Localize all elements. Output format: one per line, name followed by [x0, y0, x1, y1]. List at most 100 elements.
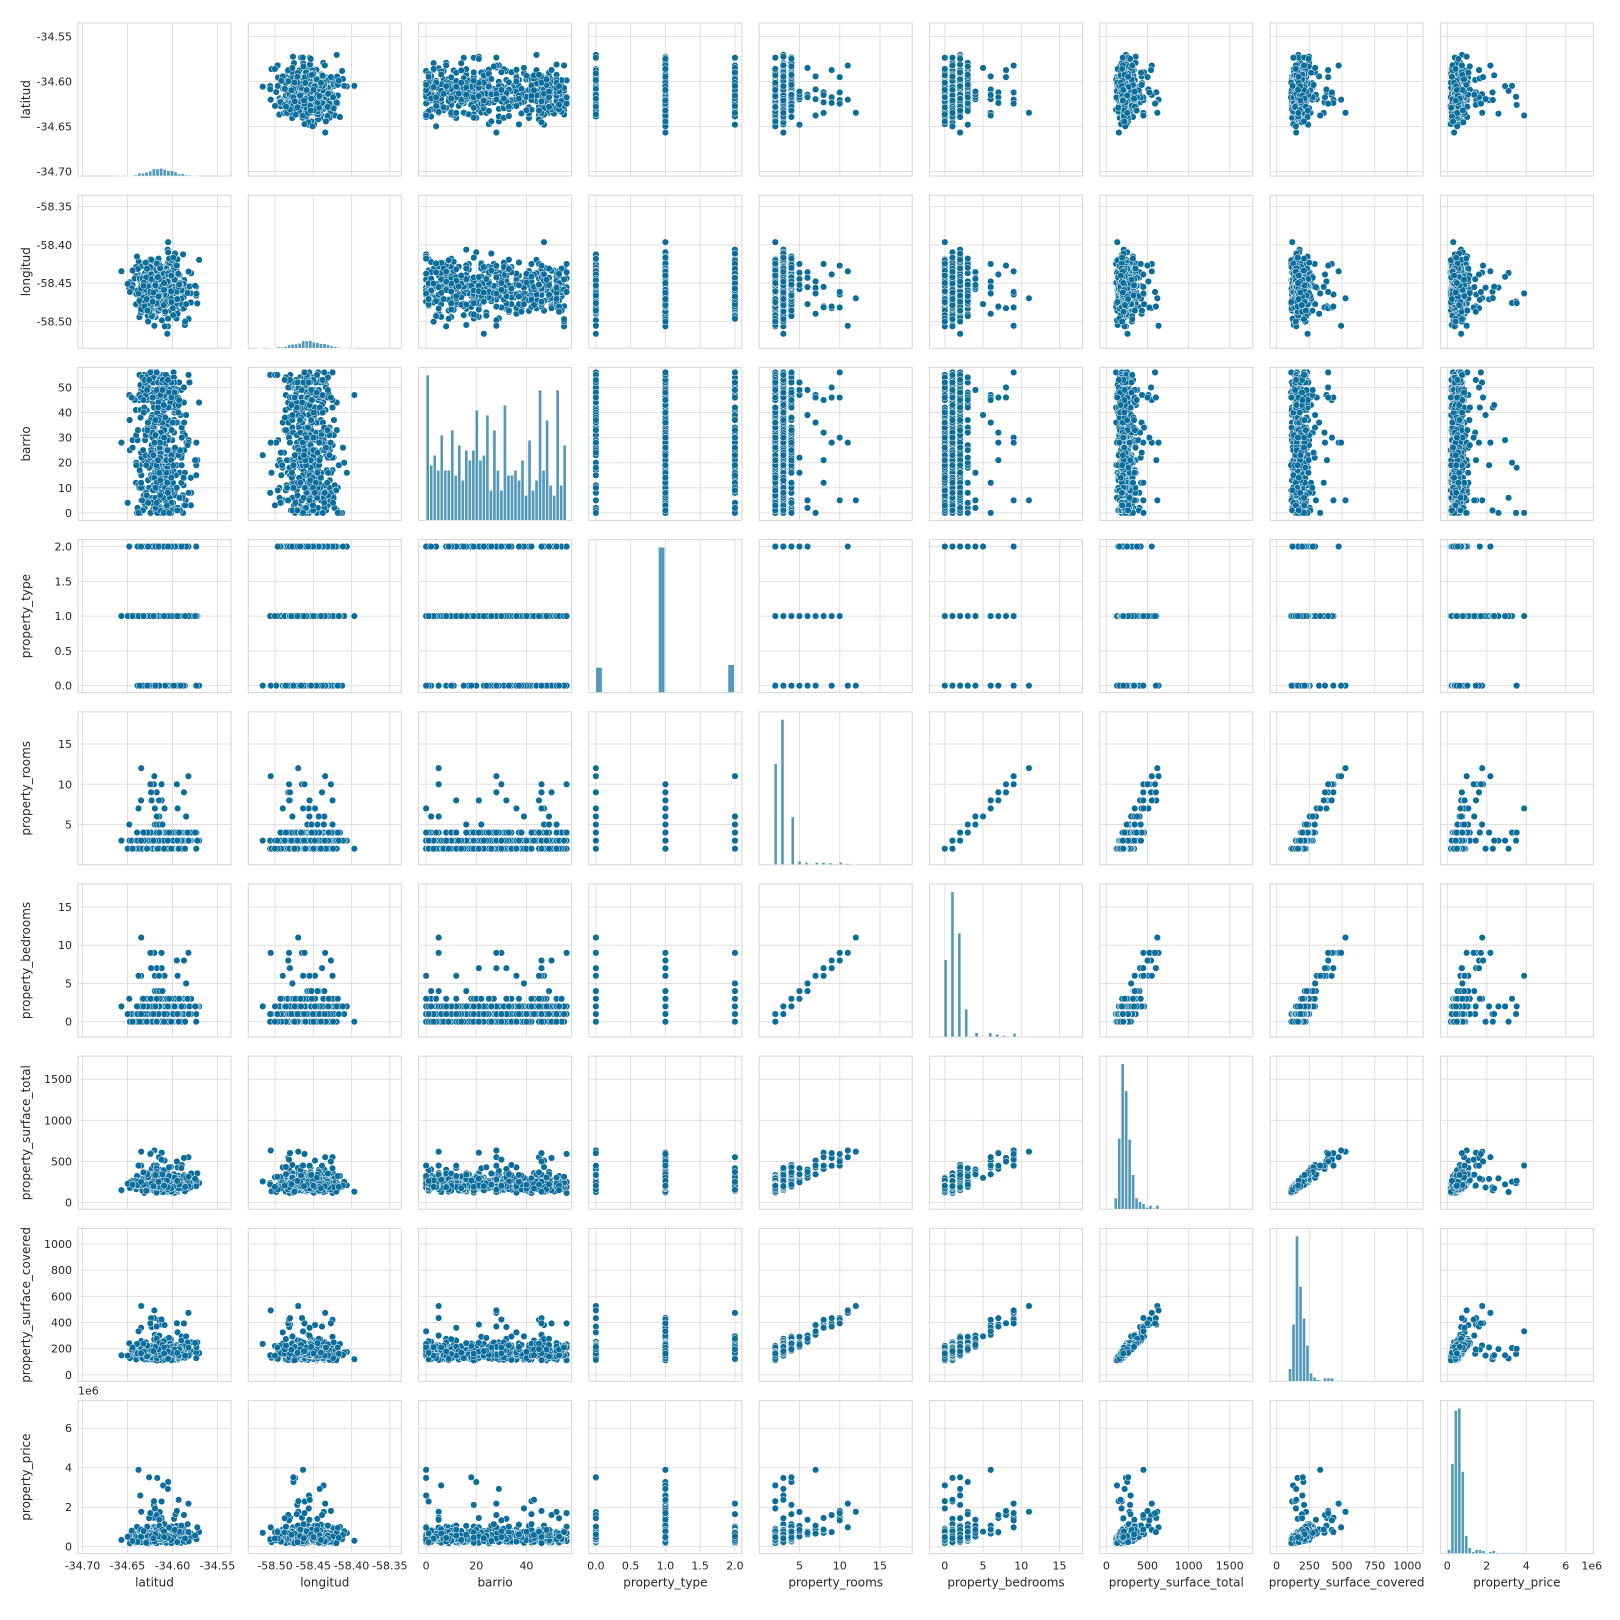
histogram-bar — [174, 172, 177, 176]
scatter-point — [493, 96, 500, 103]
scatter-point — [433, 123, 440, 130]
histogram-bar — [149, 171, 152, 176]
scatter-point — [440, 104, 447, 111]
scatter-point — [964, 121, 971, 128]
scatter-point — [516, 95, 523, 102]
scatter-point — [288, 87, 295, 94]
scatter-point — [337, 114, 344, 121]
scatter-point — [333, 52, 340, 59]
scatter-point — [259, 83, 266, 90]
scatter-point — [957, 129, 964, 136]
scatter-point — [836, 74, 843, 81]
scatter-point — [470, 105, 477, 112]
scatter-point — [336, 77, 343, 84]
histogram-bar — [163, 169, 166, 176]
histogram-bar — [181, 174, 184, 176]
scatter-point — [593, 54, 600, 61]
scatter-point — [488, 76, 495, 83]
histogram-bar — [138, 173, 141, 176]
scatter-point — [310, 87, 317, 94]
scatter-point — [267, 96, 274, 103]
scatter-point — [828, 100, 835, 107]
scatter-point — [1010, 62, 1017, 69]
scatter-point — [662, 66, 669, 73]
y-tick-label: -34.65 — [37, 121, 72, 134]
histogram-bar — [159, 168, 162, 176]
scatter-point — [553, 61, 560, 68]
scatter-point — [267, 86, 274, 93]
scatter-point — [788, 63, 795, 70]
scatter-point — [458, 79, 465, 86]
scatter-point — [772, 104, 779, 111]
scatter-point — [506, 79, 513, 86]
scatter-point — [812, 96, 819, 103]
scatter-point — [812, 112, 819, 119]
scatter-point — [309, 123, 316, 130]
scatter-point — [518, 86, 525, 93]
scatter-point — [513, 78, 520, 85]
scatter-point — [853, 109, 860, 116]
scatter-point — [1026, 109, 1033, 116]
scatter-point — [788, 56, 795, 63]
scatter-point — [321, 62, 328, 69]
scatter-point — [820, 99, 827, 106]
scatter-point — [339, 68, 346, 75]
scatter-point — [949, 54, 956, 61]
scatter-point — [662, 87, 669, 94]
scatter-point — [341, 83, 348, 90]
scatter-point — [820, 92, 827, 99]
scatter-point — [498, 87, 505, 94]
panel-latitud-vs-property_rooms — [759, 23, 912, 176]
scatter-point — [780, 110, 787, 117]
panel-latitud-vs-latitud — [78, 23, 231, 176]
scatter-point — [475, 56, 482, 63]
scatter-point — [536, 107, 543, 114]
scatter-point — [543, 76, 550, 83]
histogram-bar — [167, 171, 170, 176]
scatter-point — [836, 89, 843, 96]
scatter-point — [307, 107, 314, 114]
scatter-point — [516, 121, 523, 128]
scatter-point — [563, 100, 570, 107]
scatter-point — [299, 54, 306, 61]
scatter-point — [423, 112, 430, 119]
scatter-point — [662, 118, 669, 125]
scatter-point — [538, 98, 545, 105]
scatter-point — [772, 79, 779, 86]
scatter-point — [316, 93, 323, 100]
scatter-point — [430, 66, 437, 73]
scatter-point — [493, 54, 500, 61]
scatter-point — [538, 119, 545, 126]
scatter-point — [506, 113, 513, 120]
scatter-point — [274, 83, 281, 90]
y-tick-label: -34.70 — [37, 166, 72, 179]
scatter-point — [506, 103, 513, 110]
scatter-point — [318, 79, 325, 86]
histogram-bar — [188, 175, 191, 176]
scatter-point — [460, 54, 467, 61]
scatter-point — [323, 118, 330, 125]
scatter-point — [481, 97, 488, 104]
scatter-point — [301, 97, 308, 104]
scatter-point — [593, 70, 600, 77]
scatter-point — [987, 73, 994, 80]
scatter-point — [501, 95, 508, 102]
histogram-bar — [134, 175, 137, 176]
scatter-point — [324, 104, 331, 111]
scatter-point — [546, 88, 553, 95]
panel-frame — [78, 23, 231, 176]
scatter-point — [788, 114, 795, 121]
scatter-point — [294, 104, 301, 111]
scatter-point — [290, 53, 297, 60]
scatter-point — [662, 97, 669, 104]
scatter-point — [325, 91, 332, 98]
scatter-point — [593, 95, 600, 102]
scatter-point — [425, 73, 432, 80]
scatter-point — [732, 92, 739, 99]
scatter-point — [438, 71, 445, 78]
scatter-point — [300, 63, 307, 70]
scatter-point — [301, 121, 308, 128]
scatter-point — [662, 56, 669, 63]
scatter-point — [273, 89, 280, 96]
scatter-point — [513, 103, 520, 110]
